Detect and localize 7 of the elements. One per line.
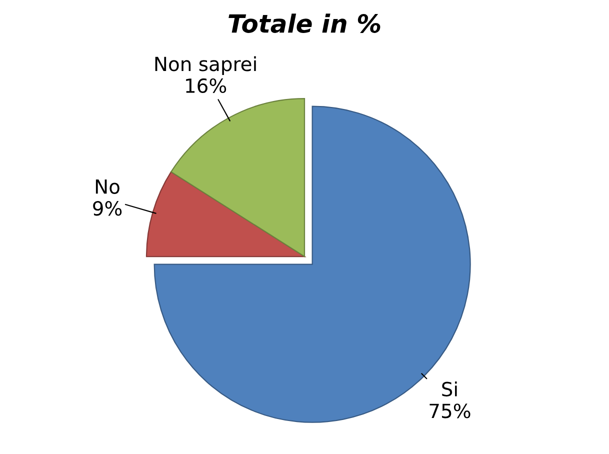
data-label: 16% <box>186 78 226 94</box>
data-label: 75% <box>430 404 470 418</box>
data-label: 9% <box>93 201 122 216</box>
slice-label: Non saprei <box>155 56 256 76</box>
chart-title: Totale in % <box>228 14 380 33</box>
slice-label: No <box>96 180 120 194</box>
slice-label: Si <box>442 381 457 396</box>
